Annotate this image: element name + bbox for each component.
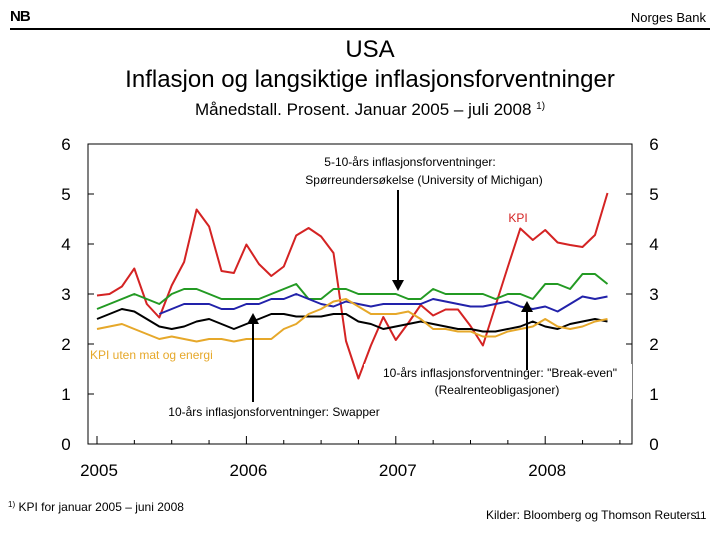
chart-lines — [96, 192, 609, 380]
x-tick-label: 2006 — [229, 461, 267, 480]
annotation-breakeven-bg — [364, 364, 632, 399]
y-tick-label-right: 6 — [649, 135, 658, 154]
bank-name: Norges Bank — [630, 10, 706, 25]
arrowhead-swapper — [247, 313, 259, 324]
y-tick-label-right: 4 — [649, 235, 658, 254]
annotation-breakeven: 10-års inflasjonsforventninger: "Break-e… — [383, 366, 617, 380]
y-tick-label-left: 6 — [61, 135, 70, 154]
annotation-core-bg — [89, 346, 232, 362]
subtitle-text: Månedstall. Prosent. Januar 2005 – juli … — [194, 100, 532, 119]
y-tick-label-right: 1 — [649, 385, 658, 404]
y-tick-label-left: 3 — [61, 285, 70, 304]
chart-labels: 0 0 1 1 2 2 3 3 4 4 5 5 6 6 2005 2006 2007 2008 — [61, 135, 658, 480]
source-text: Kilder: Bloomberg og Thomson Reuters — [486, 508, 697, 522]
annotation-core: KPI uten mat og energi — [90, 348, 213, 362]
y-tick-label-right: 5 — [649, 185, 658, 204]
x-tick-label: 2005 — [80, 461, 118, 480]
logo-text: NB — [10, 8, 31, 25]
y-tick-label-left: 5 — [61, 185, 70, 204]
annotation-michigan-line2: Spørreundersøkelse (University of Michig… — [305, 173, 542, 187]
chart-subtitle: Månedstall. Prosent. Januar 2005 – juli … — [0, 100, 720, 120]
series-line-kpi — [96, 192, 609, 380]
subtitle-note: 1) — [536, 101, 546, 112]
series-line-michigan — [96, 273, 609, 310]
x-tick-label: 2008 — [528, 461, 566, 480]
annotation-kpi: KPI — [508, 211, 527, 225]
footnote: 1) KPI for januar 2005 – juni 2008 — [8, 500, 184, 514]
y-tick-label-left: 1 — [61, 385, 70, 404]
chart-axes — [87, 143, 633, 445]
y-tick-label-right: 0 — [649, 435, 658, 454]
y-tick-label-right: 3 — [649, 285, 658, 304]
x-tick-label: 2007 — [379, 461, 417, 480]
chart-title-country: USA — [345, 36, 395, 63]
y-tick-label-left: 4 — [61, 235, 70, 254]
page-number: 11 — [695, 510, 707, 522]
chart-annotations: 5-10-års inflasjonsforventninger: Spørreu… — [89, 155, 632, 419]
annotation-michigan: 5-10-års inflasjonsforventninger: — [324, 155, 495, 169]
norges-bank-logo: NB — [10, 8, 31, 25]
header-rule — [10, 28, 710, 30]
series-line-core — [96, 298, 608, 343]
series-line-swapper — [96, 308, 608, 333]
chart-title: Inflasjon og langsiktige inflasjonsforve… — [125, 66, 615, 93]
y-tick-label-left: 2 — [61, 335, 70, 354]
y-tick-label-right: 2 — [649, 335, 658, 354]
series-line-breakeven — [158, 293, 608, 315]
annotation-swapper: 10-års inflasjonsforventninger: Swapper — [168, 405, 379, 419]
arrowhead-michigan — [392, 280, 404, 291]
y-tick-label-left: 0 — [61, 435, 70, 454]
footnote-text: KPI for januar 2005 – juni 2008 — [18, 500, 184, 514]
annotation-breakeven-line2: (Realrenteobligasjoner) — [435, 383, 560, 397]
footnote-mark: 1) — [8, 500, 16, 509]
arrowhead-breakeven — [521, 301, 533, 312]
